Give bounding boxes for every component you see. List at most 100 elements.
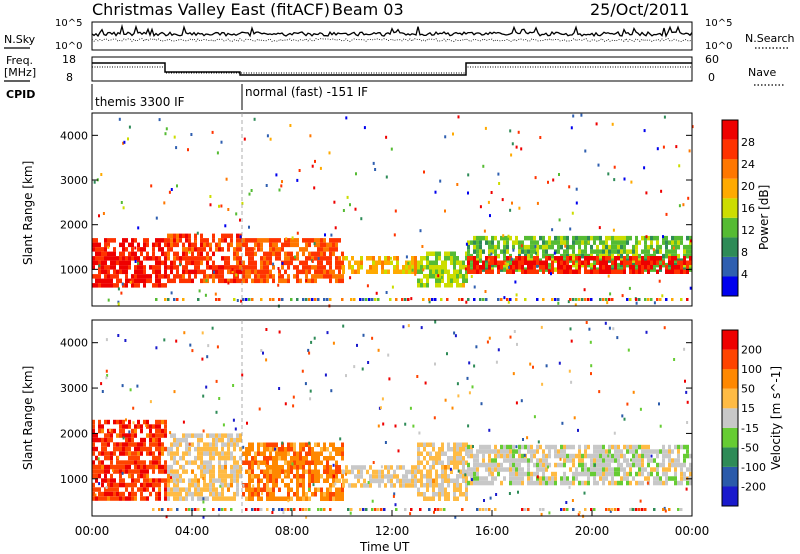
power-cell [456, 260, 459, 265]
power-cell [456, 256, 459, 261]
power-scatter-cell [536, 201, 539, 205]
velocity-cell [122, 451, 125, 456]
velocity-scatter-cell [540, 512, 543, 516]
power-scatter-cell [607, 172, 610, 176]
velocity-cell [170, 469, 173, 474]
velocity-scatter-cell [105, 376, 108, 380]
power-cell [587, 269, 590, 274]
velocity-scatter-cell [394, 424, 397, 428]
power-near-range-cell [656, 298, 659, 301]
velocity-cell [435, 460, 438, 465]
velocity-cell [137, 464, 140, 470]
power-cell [578, 260, 581, 265]
velocity-cell [146, 433, 149, 438]
power-scatter-cell [439, 179, 442, 183]
velocity-cell [245, 469, 248, 474]
velocity-cell [641, 453, 644, 459]
power-scatter-cell [179, 263, 182, 267]
velocity-scatter-cell [621, 414, 624, 418]
velocity-cell [438, 451, 441, 456]
power-cell [530, 240, 533, 245]
velocity-cell [119, 469, 122, 474]
power-cell [263, 251, 266, 257]
power-cell [122, 247, 125, 252]
velocity-cell [575, 453, 578, 459]
velocity-cell [456, 447, 459, 452]
power-cell [476, 253, 479, 259]
velocity-cell [536, 480, 539, 486]
velocity-cell [638, 467, 641, 472]
velocity-cell [476, 480, 479, 486]
velocity-cell [542, 480, 545, 486]
velocity-near-range-cell [638, 508, 641, 511]
velocity-cell [420, 492, 423, 497]
power-scatter-cell [198, 289, 201, 293]
power-scatter-cell [231, 270, 234, 273]
power-cell [230, 265, 233, 270]
power-cell [635, 240, 638, 245]
velocity-cell [584, 462, 587, 468]
power-cell [683, 256, 686, 261]
power-cell [326, 247, 329, 252]
power-scatter-cell [296, 231, 299, 235]
velocity-cell [158, 478, 161, 483]
velocity-cell [134, 469, 137, 474]
velocity-cell [122, 496, 125, 501]
velocity-cell [95, 433, 98, 438]
power-scatter-cell [393, 233, 396, 237]
velocity-cell [200, 455, 203, 461]
velocity-cell [134, 451, 137, 456]
velocity-cell [215, 446, 218, 452]
velocity-near-range-cell [539, 508, 542, 511]
velocity-cell [539, 458, 542, 463]
velocity-cell [593, 458, 596, 463]
power-near-range-cell [341, 298, 344, 301]
power-cell [453, 274, 456, 279]
power-scatter-cell [107, 298, 110, 302]
velocity-cell [221, 469, 224, 474]
power-cell [233, 274, 236, 279]
velocity-cell [257, 447, 260, 452]
power-cell [629, 235, 632, 241]
velocity-cell [158, 482, 161, 488]
velocity-cell [491, 476, 494, 481]
velocity-near-range-cell [167, 508, 170, 511]
velocity-cell [146, 446, 149, 452]
power-cell [560, 269, 563, 274]
velocity-cell [197, 491, 200, 497]
power-cell [575, 235, 578, 241]
power-cell [671, 244, 674, 250]
power-cell [641, 260, 644, 265]
velocity-cell [188, 451, 191, 456]
velocity-cell [488, 471, 491, 477]
power-cell [245, 269, 248, 275]
velocity-cell [284, 496, 287, 501]
velocity-cell [557, 453, 560, 459]
power-cell [563, 240, 566, 245]
power-scatter-cell [414, 272, 417, 276]
power-cell [447, 251, 450, 256]
velocity-cell [302, 474, 305, 479]
power-cell [116, 274, 119, 279]
power-scatter-cell [298, 169, 301, 172]
power-cell [512, 240, 515, 245]
power-cell [269, 251, 272, 257]
power-cell [335, 256, 338, 261]
velocity-cell [444, 492, 447, 497]
velocity-cell [500, 467, 503, 472]
power-scatter-cell [188, 250, 191, 254]
power-cell [563, 235, 566, 241]
power-scatter-cell [515, 293, 518, 297]
power-cell [155, 278, 158, 284]
power-cell [599, 240, 602, 245]
power-cell [497, 269, 500, 274]
power-cell [323, 251, 326, 257]
power-cell [659, 267, 662, 272]
power-cell [176, 274, 179, 279]
power-scatter-cell [572, 114, 575, 118]
power-cell [614, 265, 617, 270]
velocity-scatter-cell [332, 341, 335, 345]
velocity-cell [329, 465, 332, 470]
power-cell [224, 260, 227, 266]
power-cell [686, 244, 689, 250]
